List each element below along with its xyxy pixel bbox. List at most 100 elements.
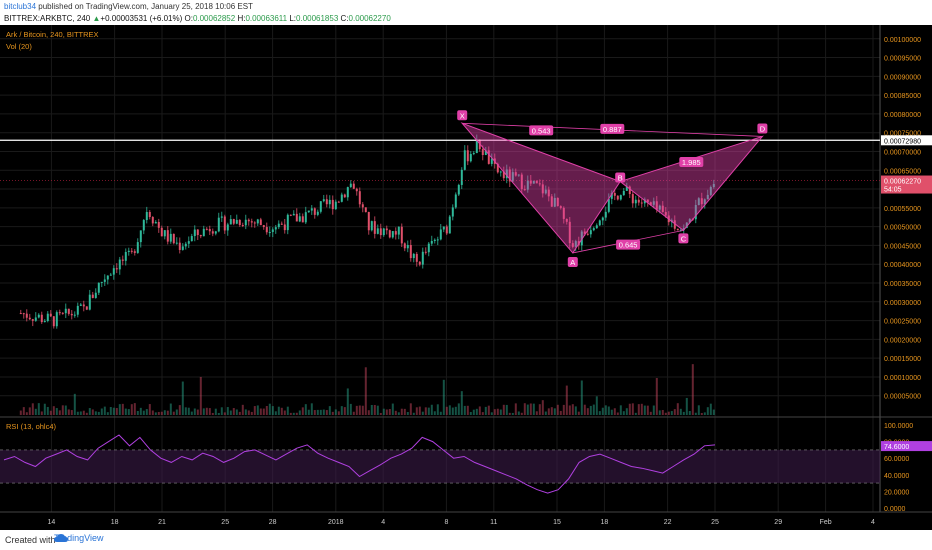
volume-bar (658, 410, 661, 415)
candle-body (313, 208, 316, 215)
candle-body (103, 279, 106, 282)
candle-body (199, 235, 202, 237)
volume-bar (466, 405, 469, 415)
time-tick-label: 2018 (328, 519, 344, 526)
volume-bar (442, 379, 445, 415)
volume-bar (571, 404, 574, 415)
volume-bar (391, 403, 394, 415)
candle-body (640, 202, 643, 204)
volume-bar (403, 408, 406, 415)
volume-bar (469, 411, 472, 415)
candle-body (496, 163, 499, 173)
volume-bar (451, 407, 454, 415)
volume-bar (616, 412, 619, 415)
volume-bar (349, 403, 352, 415)
volume-bar (22, 407, 25, 415)
candle-body (28, 317, 31, 320)
tradingview-logo[interactable]: TradingView (54, 533, 104, 543)
volume-bar (376, 405, 379, 415)
candle-body (253, 222, 256, 224)
candle-body (571, 243, 574, 247)
candle-body (619, 195, 622, 200)
last-price-label: 0.00062270 (884, 179, 921, 186)
candle-body (595, 225, 598, 229)
candle-body (40, 314, 43, 323)
change-text: +0.00003531 (+6.01%) (100, 14, 183, 23)
volume-bar (73, 393, 76, 415)
candle-body (403, 243, 406, 249)
volume-bar (586, 408, 589, 415)
volume-bar (712, 409, 715, 415)
point-x-label: X (460, 111, 465, 120)
chart-area[interactable]: 0.00100000 0.00095000 0.00090000 0.00085000… (0, 25, 932, 530)
candle-body (307, 210, 310, 213)
price-tick-label: 0.00055000 (884, 206, 921, 213)
volume-bar (481, 412, 484, 415)
volume-bar (94, 411, 97, 415)
candle-body (658, 205, 661, 210)
candle-body (625, 186, 628, 191)
candle-body (73, 314, 76, 316)
candle-body (319, 201, 322, 212)
candle-body (145, 212, 148, 221)
volume-bar (37, 403, 40, 415)
point-d-label: D (760, 124, 766, 133)
volume-bar (34, 408, 37, 415)
volume-bar (589, 405, 592, 415)
candle-body (406, 245, 409, 249)
price-tick-label: 0.00085000 (884, 93, 921, 100)
volume-bar (454, 406, 457, 415)
volume-bar (478, 406, 481, 415)
volume-bar (202, 408, 205, 415)
candle-body (124, 251, 127, 261)
candle-body (250, 221, 253, 223)
candle-body (346, 187, 349, 198)
volume-bar (400, 408, 403, 415)
candle-body (538, 183, 541, 185)
volume-bar (211, 412, 214, 415)
volume-bar (577, 411, 580, 415)
volume-bar (667, 411, 670, 415)
volume-bar (205, 407, 208, 415)
volume-bar (445, 406, 448, 415)
resistance-label-bg (881, 135, 932, 146)
volume-bar (232, 408, 235, 415)
author-link[interactable]: bitclub34 (4, 2, 37, 11)
candle-body (331, 199, 334, 210)
candle-body (151, 217, 154, 224)
candle-body (649, 202, 652, 205)
volume-bar (271, 406, 274, 415)
volume-bar (235, 409, 238, 415)
time-tick-label: 15 (553, 519, 561, 526)
candle-body (475, 139, 478, 154)
candle-body (505, 169, 508, 179)
candle-body (517, 174, 520, 176)
volume-bar (643, 405, 646, 415)
volume-bar (229, 410, 232, 415)
volume-bar (370, 405, 373, 415)
rsi-tick-label: 40.0000 (884, 473, 909, 480)
candle-body (229, 219, 232, 225)
chart-svg[interactable]: 0.00100000 0.00095000 0.00090000 0.00085000… (0, 25, 932, 530)
volume-bar (448, 405, 451, 415)
candle-body (580, 231, 583, 246)
candle-body (412, 253, 415, 259)
volume-bar (214, 408, 217, 415)
candle-body (334, 201, 337, 210)
candle-body (43, 320, 46, 323)
volume-bar (538, 404, 541, 415)
candle-body (208, 229, 211, 232)
volume-bar (139, 407, 142, 415)
candle-body (133, 251, 136, 253)
rsi-tick-label: 100.0000 (884, 423, 913, 430)
volume-bar (382, 408, 385, 415)
candle-body (184, 243, 187, 247)
candle-body (169, 233, 172, 242)
volume-bar (253, 406, 256, 415)
candle-body (190, 236, 193, 242)
last-price-label-bg (881, 175, 932, 194)
candle-body (415, 253, 418, 262)
rsi-tick-label: 0.0000 (884, 506, 906, 513)
volume-bar (97, 411, 100, 415)
volume-bar (220, 407, 223, 415)
